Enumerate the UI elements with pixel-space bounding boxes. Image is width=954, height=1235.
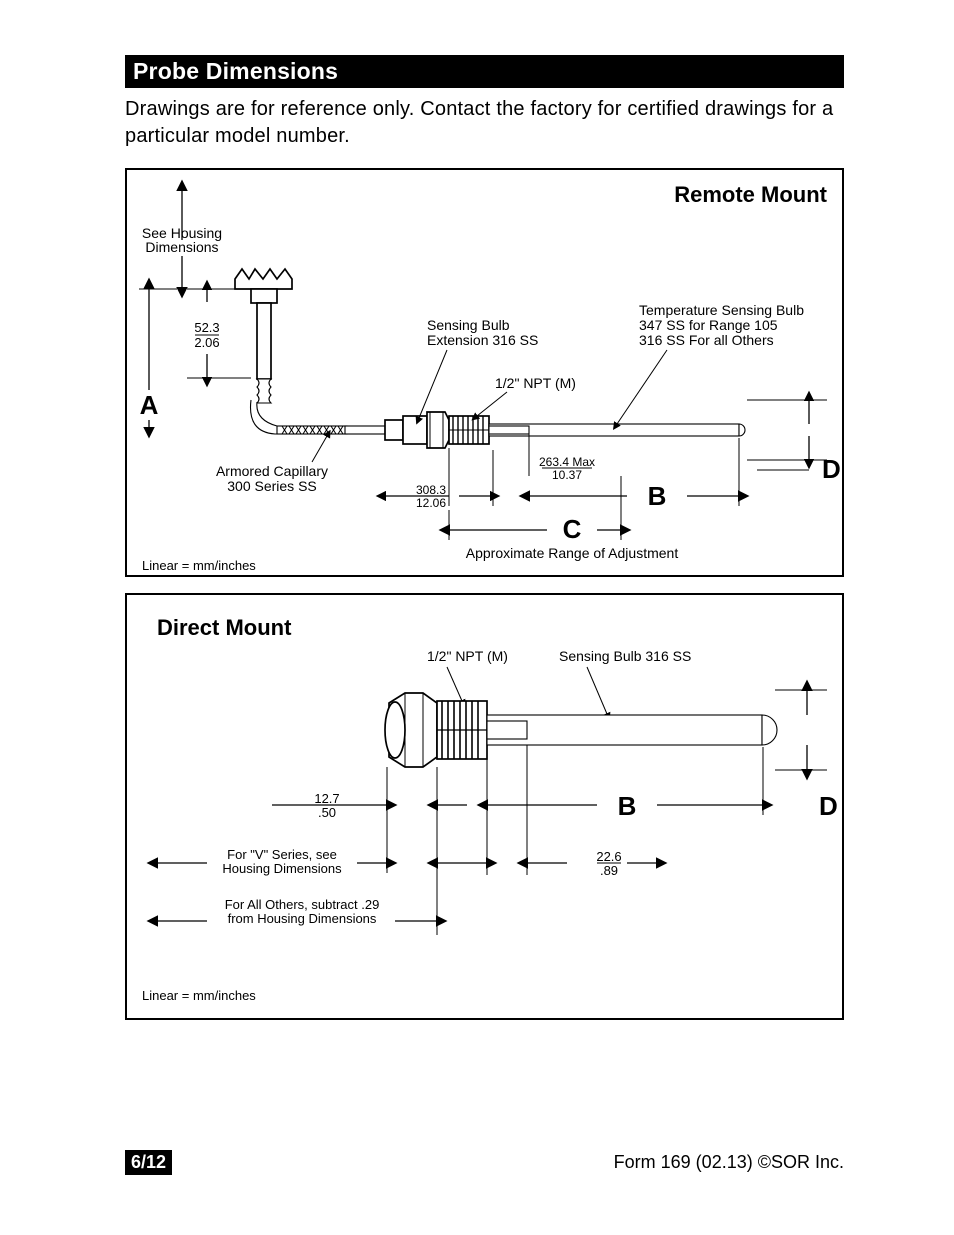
dim-D-2: D [819, 791, 838, 821]
dim-C: C [563, 514, 582, 544]
dim-D: D [822, 454, 841, 484]
direct-fitting [385, 693, 487, 767]
dim-263-bot: 10.37 [552, 468, 582, 482]
svg-text:Temperature Sensing Bulb347 SS: Temperature Sensing Bulb347 SS for Range… [639, 302, 804, 348]
direct-probe [487, 715, 777, 745]
svg-text:For "V" Series, seeHousing Dim: For "V" Series, seeHousing Dimensions [222, 847, 342, 876]
label-npt: 1/2" NPT (M) [495, 375, 576, 391]
svg-text:For All Others, subtract .29fr: For All Others, subtract .29from Housing… [225, 897, 380, 926]
label-tsb-2: 347 SS for Range 105 [639, 317, 778, 333]
svg-text:Armored Capillary300 Series SS: Armored Capillary300 Series SS [216, 463, 328, 494]
label-sb-ext-1: Sensing Bulb [427, 317, 510, 333]
dim-12-top: 12.7 [314, 791, 339, 806]
dim-B: B [648, 481, 667, 511]
dim-B-2: B [618, 791, 637, 821]
section-header: Probe Dimensions [125, 55, 844, 88]
label-arm-1: Armored Capillary [216, 463, 328, 479]
svg-text:See HousingDimensions: See HousingDimensions [142, 225, 222, 255]
dim-308-top: 308.3 [416, 483, 446, 497]
figure-title: Remote Mount [674, 182, 827, 207]
top-fitting [235, 269, 292, 403]
dim-22-bot: .89 [600, 863, 618, 878]
label-linear: Linear = mm/inches [142, 558, 256, 573]
label-npt-2: 1/2" NPT (M) [427, 648, 508, 664]
label-approx: Approximate Range of Adjustment [466, 545, 679, 561]
form-line: Form 169 (02.13) ©SOR Inc. [614, 1152, 844, 1173]
dim-52-bot: 2.06 [194, 335, 219, 350]
capillary-braid [277, 426, 347, 434]
dim-263-top: 263.4 Max [539, 455, 595, 469]
allothers-1: For All Others, subtract .29 [225, 897, 380, 912]
figure-title-direct: Direct Mount [157, 615, 292, 640]
label-tsb-1: Temperature Sensing Bulb [639, 302, 804, 318]
page-footer: 6/12 Form 169 (02.13) ©SOR Inc. [125, 1150, 844, 1175]
vseries-2: Housing Dimensions [222, 861, 342, 876]
dim-52-top: 52.3 [194, 320, 219, 335]
intro-text: Drawings are for reference only. Contact… [125, 96, 844, 150]
allothers-2: from Housing Dimensions [228, 911, 377, 926]
page-number: 6/12 [125, 1150, 172, 1175]
figure-remote-mount: Remote Mount See HousingDimensions 52.3 … [125, 168, 844, 577]
label-sb-ext-2: Extension 316 SS [427, 332, 538, 348]
svg-text:Sensing BulbExtension 316 SS: Sensing BulbExtension 316 SS [427, 317, 538, 348]
vseries-1: For "V" Series, see [227, 847, 337, 862]
dim-308-bot: 12.06 [416, 496, 446, 510]
dim-12-bot: .50 [318, 805, 336, 820]
sensing-bulb [489, 424, 745, 436]
label-linear-2: Linear = mm/inches [142, 988, 256, 1003]
label-arm-2: 300 Series SS [227, 478, 317, 494]
label-sb316: Sensing Bulb 316 SS [559, 648, 691, 664]
dim-A: A [140, 390, 159, 420]
label-tsb-3: 316 SS For all Others [639, 332, 774, 348]
union-fitting [345, 412, 489, 448]
dim-22-top: 22.6 [596, 849, 621, 864]
see-housing-l2: Dimensions [145, 239, 218, 255]
figure-direct-mount: Direct Mount 1/2" NPT (M) Sensing Bulb 3… [125, 593, 844, 1020]
